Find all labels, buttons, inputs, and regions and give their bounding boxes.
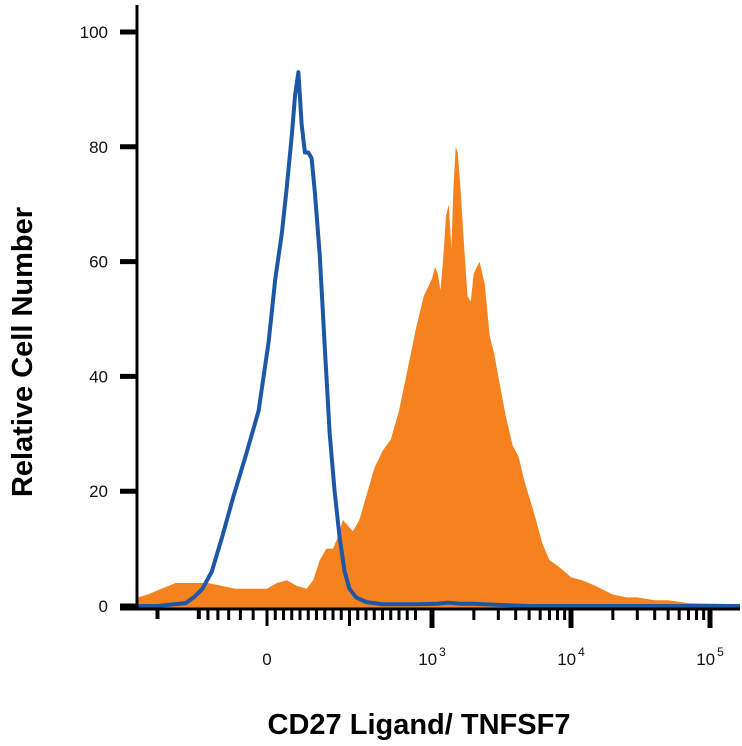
y-axis-ticks: 0 20 40 60 80 100 bbox=[80, 23, 138, 616]
x-axis-title: CD27 Ligand/ TNFSF7 bbox=[268, 709, 571, 741]
y-tick-label: 0 bbox=[99, 597, 108, 616]
y-tick-label: 80 bbox=[89, 138, 108, 157]
x-axis-ticks: 0 10 3 10 4 10 5 bbox=[262, 645, 724, 669]
series-layer bbox=[138, 70, 740, 610]
x-tick-label: 0 bbox=[262, 650, 271, 669]
y-tick-label: 20 bbox=[89, 482, 108, 501]
x-tick-label: 10 5 bbox=[696, 645, 724, 669]
x-axis-minor-ticks bbox=[155, 610, 713, 628]
x-tick-label: 10 4 bbox=[557, 645, 585, 669]
y-tick-label: 100 bbox=[80, 23, 108, 42]
y-axis-title: Relative Cell Number bbox=[7, 207, 39, 497]
y-tick-label: 40 bbox=[89, 367, 108, 386]
y-tick-label: 60 bbox=[89, 253, 108, 272]
series-1-filled bbox=[138, 146, 740, 610]
series-2-outline bbox=[138, 70, 740, 608]
x-tick-label: 10 3 bbox=[418, 645, 446, 669]
